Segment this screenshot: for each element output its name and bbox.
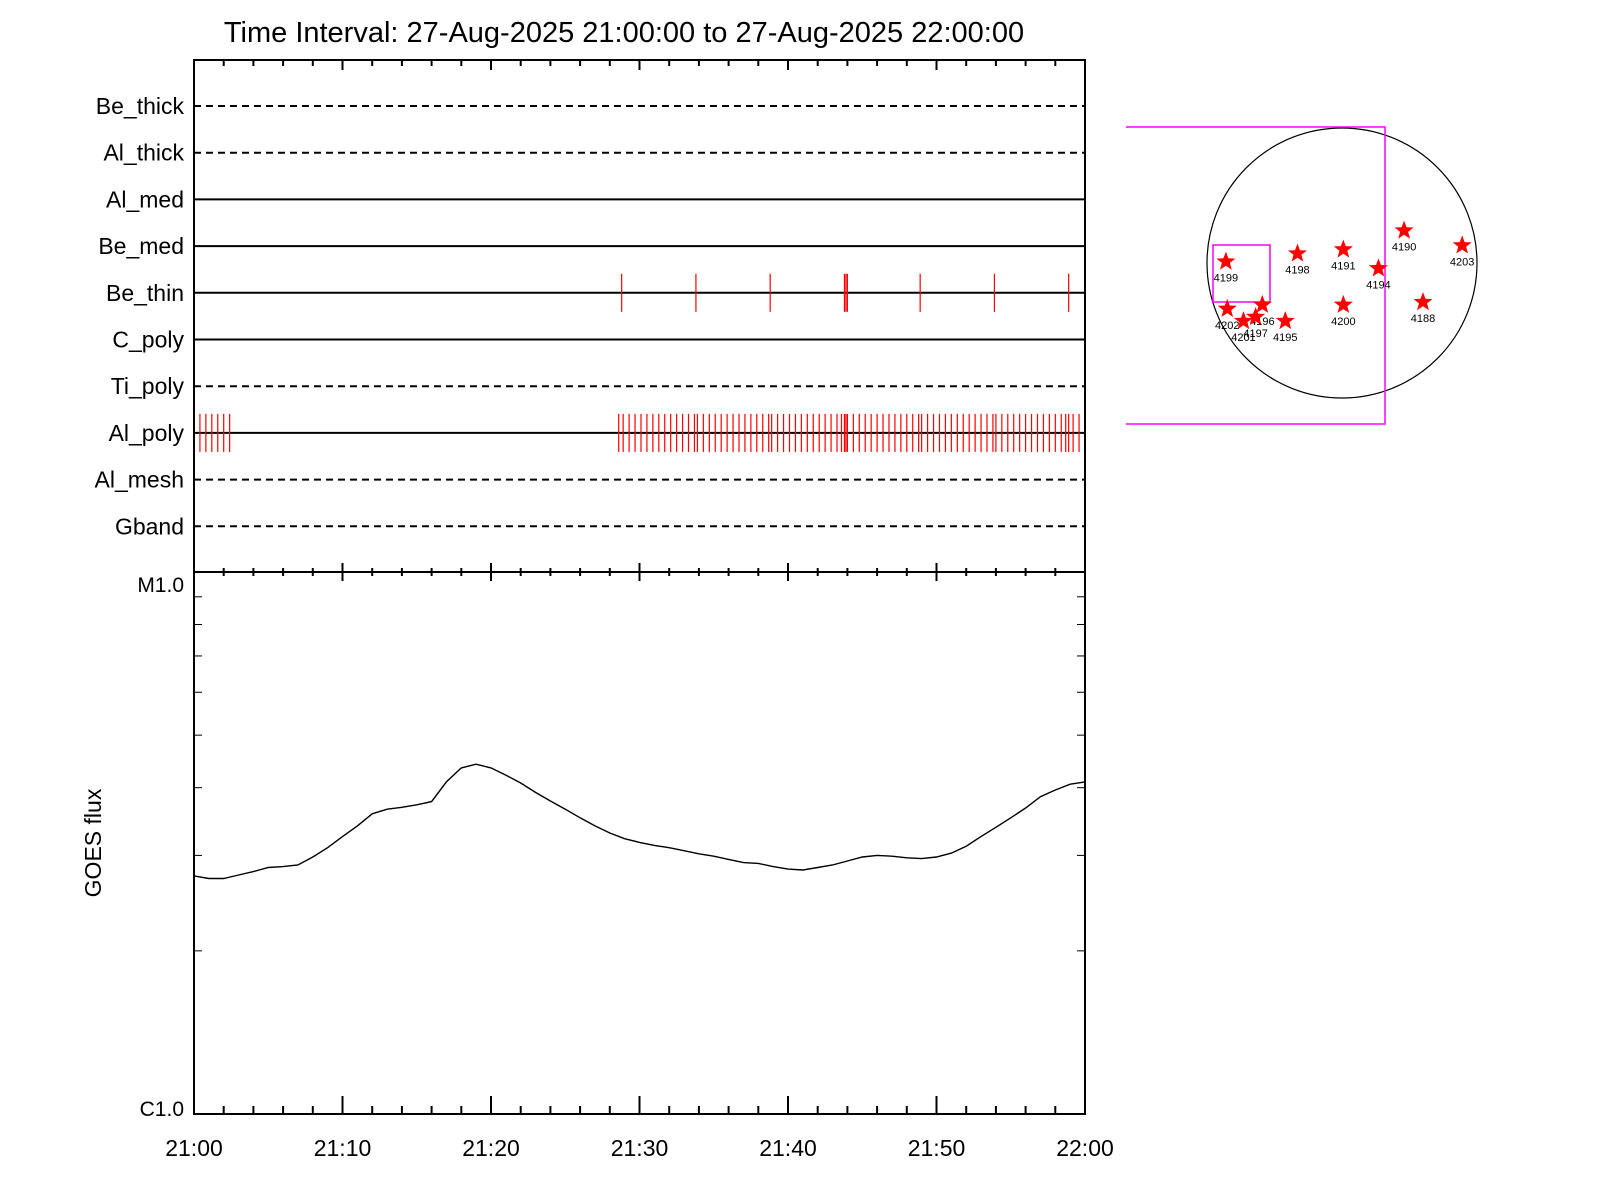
x-tick-label: 21:00 — [165, 1135, 223, 1161]
x-tick-label: 21:50 — [908, 1135, 966, 1161]
filter-label: Al_med — [106, 186, 184, 212]
filter-label: Al_thick — [103, 140, 184, 166]
active-region-marker — [1333, 239, 1353, 258]
active-region-label: 4201 — [1231, 332, 1255, 344]
timeline-panel: Be_thick Al_thick Al_med Be_med Be_thin C_pol… — [95, 59, 1086, 573]
active-region-label: 4190 — [1392, 242, 1416, 254]
active-region-marker — [1333, 294, 1353, 313]
active-region-label: 4191 — [1331, 261, 1355, 273]
filter-label: Al_poly — [109, 420, 185, 446]
filter-label: Be_med — [98, 233, 184, 259]
active-region-marker — [1413, 292, 1433, 311]
y-tick-label: C1.0 — [140, 1098, 184, 1121]
timeline-frame — [193, 59, 1086, 573]
active-region-label: 4202 — [1215, 320, 1239, 332]
chart-title: Time Interval: 27-Aug-2025 21:00:00 to 2… — [224, 17, 1024, 49]
y-tick-label: M1.0 — [137, 574, 184, 597]
active-region-marker — [1368, 258, 1388, 277]
active-region-marker — [1275, 311, 1295, 330]
y-axis-label: GOES flux — [80, 788, 106, 897]
filter-label: Ti_poly — [111, 373, 185, 399]
filter-label: Be_thin — [106, 280, 184, 306]
goes-flux-panel: 21:00 21:10 21:20 21:30 21:40 21:50 22:00 C1.0 M… — [80, 563, 1114, 1161]
solar-disk — [1206, 127, 1478, 399]
active-region-marker — [1394, 220, 1414, 239]
active-region-label: 4194 — [1366, 279, 1390, 291]
active-region-marker — [1216, 251, 1236, 270]
filter-label: C_poly — [112, 327, 184, 353]
x-tick-label: 22:00 — [1056, 1135, 1114, 1161]
active-region-marker — [1452, 235, 1472, 254]
filter-label: Gband — [115, 513, 184, 539]
active-region-label: 4195 — [1273, 332, 1297, 344]
active-region-marker — [1252, 294, 1272, 313]
x-tick-label: 21:30 — [611, 1135, 669, 1161]
x-tick-label: 21:20 — [462, 1135, 520, 1161]
solar-disk-panel: 4190 4191 4194 4203 4188 4198 4199 4200 42024201… — [1126, 126, 1478, 425]
goes-flux-line — [193, 763, 1086, 880]
filter-label: Be_thick — [96, 93, 185, 119]
active-region-label: 4198 — [1285, 265, 1309, 277]
active-region-label: 4199 — [1214, 273, 1238, 285]
fov-box-large — [1126, 126, 1386, 425]
x-tick-label: 21:40 — [759, 1135, 817, 1161]
active-region-marker — [1233, 311, 1253, 330]
active-region-marker — [1217, 298, 1237, 317]
active-region-marker — [1287, 243, 1307, 262]
filter-label: Al_mesh — [95, 467, 184, 493]
active-region-label: 4188 — [1411, 313, 1435, 325]
fov-box-small — [1212, 244, 1271, 303]
active-region-label: 4203 — [1450, 256, 1474, 268]
active-region-label: 4197 — [1243, 328, 1267, 340]
x-tick-label: 21:10 — [314, 1135, 372, 1161]
active-region-marker — [1246, 307, 1266, 326]
active-region-label: 4200 — [1331, 316, 1355, 328]
